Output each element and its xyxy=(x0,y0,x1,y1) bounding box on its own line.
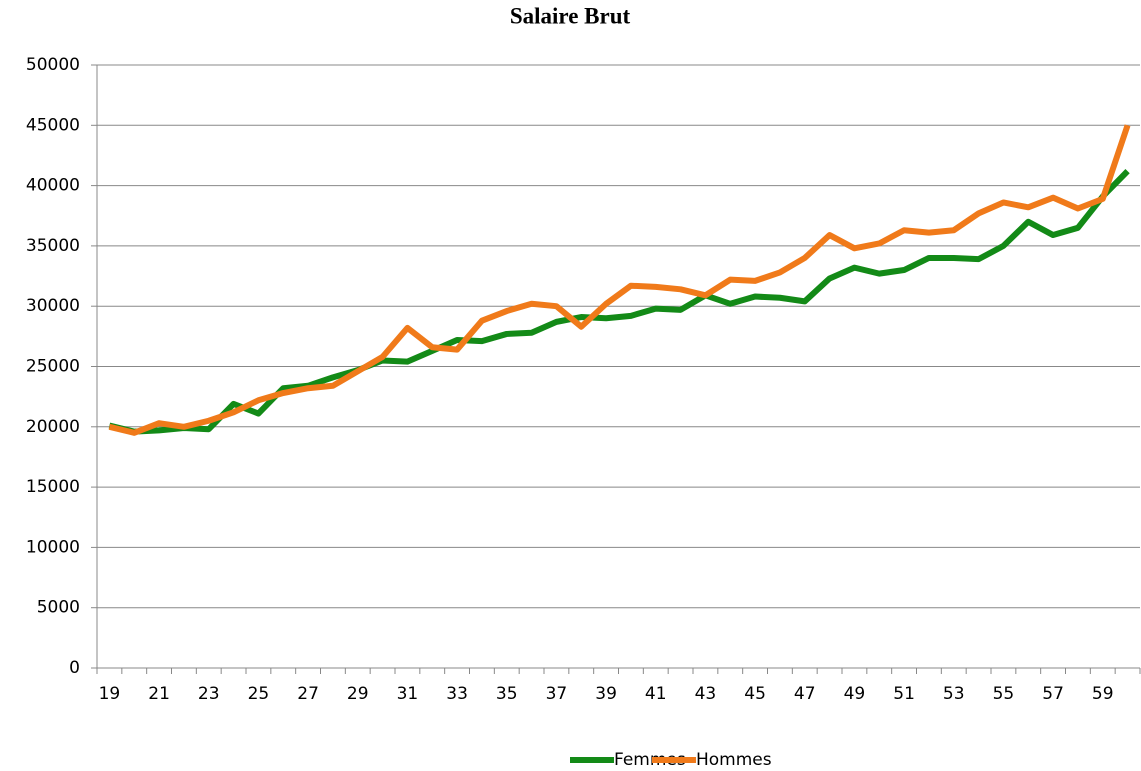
legend-label: Femmes xyxy=(614,750,686,770)
series-line xyxy=(108,169,1130,435)
x-tick-label: 57 xyxy=(1042,684,1064,704)
x-tick-label: 45 xyxy=(744,684,766,704)
x-tick-label: 59 xyxy=(1092,684,1114,704)
x-tick-label: 47 xyxy=(794,684,816,704)
x-tick-label: 27 xyxy=(297,684,319,704)
y-tick-label: 15000 xyxy=(26,477,80,497)
x-tick-label: 21 xyxy=(148,684,170,704)
x-tick-label: 29 xyxy=(347,684,369,704)
x-tick-label: 37 xyxy=(546,684,568,704)
x-tick-label: 33 xyxy=(446,684,468,704)
x-tick-label: 35 xyxy=(496,684,518,704)
y-tick-label: 10000 xyxy=(26,537,80,557)
x-tick-label: 25 xyxy=(248,684,270,704)
x-tick-label: 39 xyxy=(595,684,617,704)
x-tick-label: 41 xyxy=(645,684,667,704)
x-tick-label: 31 xyxy=(397,684,419,704)
x-tick-label: 49 xyxy=(844,684,866,704)
x-tick-label: 55 xyxy=(993,684,1015,704)
series-line xyxy=(108,124,1131,436)
y-tick-label: 45000 xyxy=(26,115,80,135)
y-tick-label: 25000 xyxy=(26,357,80,377)
y-tick-label: 5000 xyxy=(37,598,80,618)
x-tick-label: 19 xyxy=(99,684,121,704)
y-tick-label: 30000 xyxy=(26,296,80,316)
y-tick-label: 50000 xyxy=(26,55,80,75)
legend-label: Hommes xyxy=(696,750,772,770)
x-tick-label: 43 xyxy=(695,684,717,704)
y-tick-label: 0 xyxy=(69,658,80,678)
y-tick-label: 40000 xyxy=(26,176,80,196)
y-tick-label: 20000 xyxy=(26,417,80,437)
x-tick-label: 51 xyxy=(893,684,915,704)
chart-title: Salaire Brut xyxy=(510,3,631,28)
x-tick-label: 23 xyxy=(198,684,220,704)
x-tick-label: 53 xyxy=(943,684,965,704)
y-tick-label: 35000 xyxy=(26,236,80,256)
